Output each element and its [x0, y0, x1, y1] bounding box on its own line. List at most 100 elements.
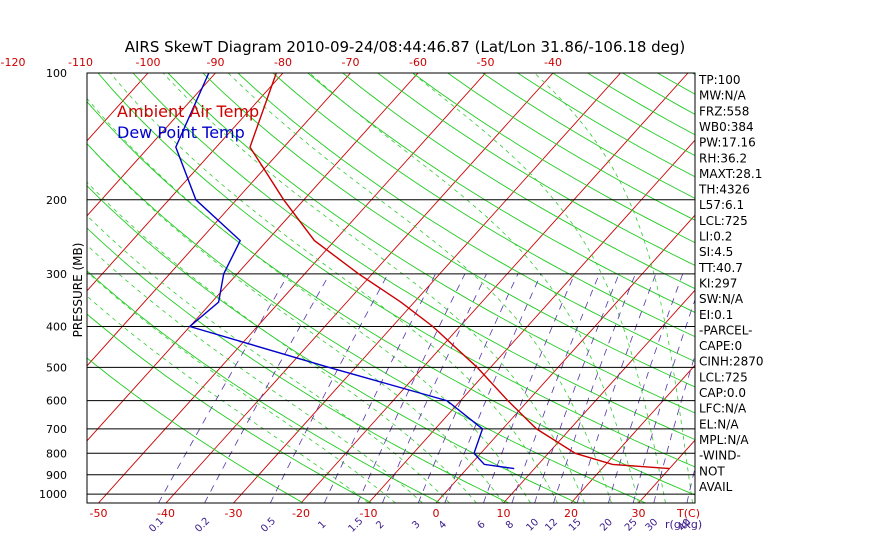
- sounding-index-label: RH:36.2: [699, 151, 747, 165]
- bottom-temp-tick-label: 0: [433, 507, 440, 520]
- dry-adiabat-line: [132, 73, 695, 441]
- pressure-tick-label: 1000: [39, 488, 67, 501]
- sounding-index-label: MW:N/A: [699, 89, 747, 103]
- sounding-index-label: LFC:N/A: [699, 402, 747, 416]
- moist-adiabat-line: [87, 143, 504, 503]
- isotherm-line: [368, 139, 695, 503]
- dry-adiabat-line: [87, 313, 373, 503]
- top-temp-tick-label: -50: [477, 56, 495, 69]
- bottom-temp-tick-label: -50: [90, 507, 108, 520]
- moist-adiabat-line: [87, 271, 396, 503]
- sounding-index-label: L57:6.1: [699, 198, 744, 212]
- bottom-temp-tick-label: 10: [497, 507, 511, 520]
- mixing-ratio-line: [323, 273, 436, 503]
- dry-adiabat-line: [377, 73, 695, 266]
- isotherm-line: [503, 289, 695, 503]
- moist-adiabat-line: [412, 73, 666, 503]
- pressure-tick-label: 100: [46, 67, 67, 80]
- moist-adiabat-line: [109, 73, 558, 503]
- moist-adiabat-line: [162, 73, 585, 503]
- sounding-index-label: TT:40.7: [698, 261, 743, 275]
- sounding-index-label: AVAIL: [699, 480, 733, 494]
- mixing-ratio-line: [269, 273, 389, 503]
- dry-adiabat-line: [87, 227, 509, 503]
- pressure-tick-label: 700: [46, 423, 67, 436]
- isotherm-line: [98, 73, 486, 503]
- pressure-tick-label: 800: [46, 447, 67, 460]
- top-temp-tick-label: -120: [1, 56, 26, 69]
- dry-adiabat-line: [87, 357, 304, 503]
- isotherm-line: [300, 73, 689, 503]
- dry-adiabat-line: [87, 270, 441, 503]
- pressure-tick-label: 300: [46, 268, 67, 281]
- sounding-index-label: PW:17.16: [699, 136, 756, 150]
- moist-adiabat-line: [87, 97, 531, 503]
- sounding-index-label: LCL:725: [699, 214, 748, 228]
- top-temp-tick-label: -40: [544, 56, 562, 69]
- mixing-ratio-line: [553, 273, 636, 503]
- top-temp-tick-label: -90: [207, 56, 225, 69]
- sounding-index-label: SW:N/A: [699, 292, 744, 306]
- bottom-temp-tick-label: 20: [564, 507, 578, 520]
- bottom-temp-tick-label: -30: [225, 507, 243, 520]
- moist-adiabat-line: [309, 73, 639, 503]
- grid-layer: [87, 73, 695, 503]
- mixing-ratio-line: [653, 354, 695, 503]
- bottom-temp-tick-label: 30: [632, 507, 646, 520]
- dry-adiabat-line: [272, 73, 695, 338]
- tc-axis-label: T(C): [676, 507, 700, 520]
- dry-adiabat-line: [342, 73, 695, 290]
- isotherm-line: [87, 73, 351, 367]
- mixing-ratio-line: [158, 273, 290, 503]
- dry-adiabat-line: [202, 73, 695, 388]
- sounding-index-label: CAP:0.0: [699, 386, 746, 400]
- sounding-index-label: CAPE:0: [699, 339, 742, 353]
- moist-adiabat-line: [87, 181, 477, 503]
- sounding-index-label: WB0:384: [699, 120, 754, 134]
- mixing-ratio-line: [204, 273, 330, 503]
- sounding-index-label: EL:N/A: [699, 417, 739, 431]
- moist-adiabat-line: [227, 73, 612, 503]
- sounding-index-label: FRZ:558: [699, 104, 749, 118]
- top-temp-tick-label: -70: [342, 56, 360, 69]
- dew-point-line: [175, 73, 515, 470]
- y-axis-label: PRESSURE (MB): [71, 243, 85, 338]
- isotherm-line: [165, 73, 554, 503]
- legend-dew: Dew Point Temp: [117, 123, 245, 142]
- sounding-index-label: SI:4.5: [699, 245, 733, 259]
- sounding-index-label: -PARCEL-: [699, 323, 753, 337]
- bottom-temp-tick-label: -10: [360, 507, 378, 520]
- dry-adiabat-line: [167, 73, 695, 414]
- labels-layer: 0.1 0.2 0.5 1 1.5 2 3 4 6 8 10 12 15 20 25 30 4010020030…: [1, 56, 764, 535]
- pressure-tick-label: 600: [46, 395, 67, 408]
- pressure-tick-label: 500: [46, 361, 67, 374]
- isotherm-line: [87, 73, 284, 292]
- sounding-index-label: MAXT:28.1: [699, 167, 762, 181]
- dry-adiabat-line: [87, 185, 578, 503]
- isotherm-line: [87, 73, 419, 442]
- sounding-index-label: LI:0.2: [699, 230, 732, 244]
- sounding-index-label: -WIND-: [699, 449, 741, 463]
- mixing-ratio-line: [632, 298, 695, 503]
- isotherm-line: [435, 214, 695, 503]
- top-temp-tick-label: -60: [409, 56, 427, 69]
- dry-adiabat-line: [307, 73, 695, 313]
- sounding-index-label: TH:4326: [698, 183, 750, 197]
- mixing-ratio-line: [608, 273, 684, 503]
- top-temp-tick-label: -110: [68, 56, 93, 69]
- bottom-temp-tick-label: -40: [157, 507, 175, 520]
- mixing-ratio-line: [534, 273, 620, 503]
- pressure-tick-label: 200: [46, 194, 67, 207]
- sounding-index-label: EI:0.1: [699, 308, 733, 322]
- mixing-ratio-line: [576, 273, 657, 503]
- sounding-index-label: LCL:725: [699, 370, 748, 384]
- bottom-temp-tick-label: -20: [292, 507, 310, 520]
- sounding-index-label: MPL:N/A: [699, 433, 749, 447]
- mixing-ratio-line: [357, 273, 466, 503]
- chart-title: AIRS SkewT Diagram 2010-09-24/08:44:46.8…: [125, 38, 686, 56]
- sounding-index-label: TP:100: [698, 73, 741, 87]
- sounding-index-label: CINH:2870: [699, 355, 764, 369]
- isotherm-line: [570, 364, 695, 503]
- legend-air: Ambient Air Temp: [117, 102, 259, 121]
